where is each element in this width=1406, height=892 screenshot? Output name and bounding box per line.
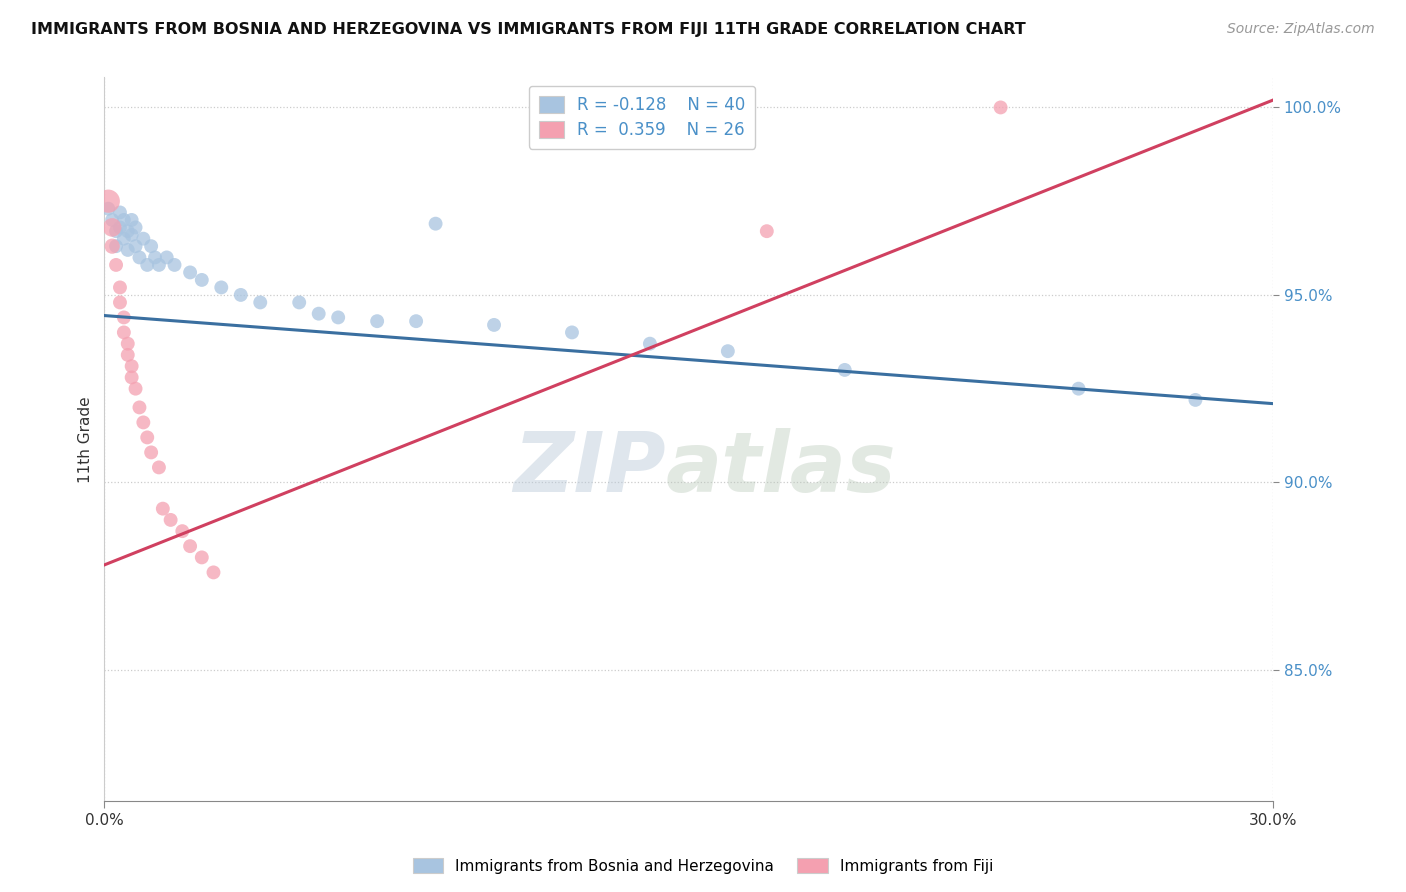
Point — [108, 295, 131, 310]
Point — [152, 501, 174, 516]
Point — [139, 445, 162, 459]
Point — [163, 258, 186, 272]
Point — [121, 370, 143, 384]
Point — [249, 295, 271, 310]
Point — [105, 239, 128, 253]
Point — [202, 566, 225, 580]
Point — [638, 336, 661, 351]
Point — [108, 205, 131, 219]
Text: atlas: atlas — [665, 428, 896, 508]
Point — [172, 524, 194, 538]
Point — [121, 359, 143, 374]
Legend: Immigrants from Bosnia and Herzegovina, Immigrants from Fiji: Immigrants from Bosnia and Herzegovina, … — [406, 852, 1000, 880]
Point — [121, 227, 143, 242]
Point — [229, 288, 252, 302]
Point — [112, 232, 135, 246]
Y-axis label: 11th Grade: 11th Grade — [79, 396, 93, 483]
Point — [717, 344, 740, 359]
Legend: R = -0.128    N = 40, R =  0.359    N = 26: R = -0.128 N = 40, R = 0.359 N = 26 — [529, 86, 755, 149]
Point — [108, 280, 131, 294]
Point — [482, 318, 505, 332]
Text: IMMIGRANTS FROM BOSNIA AND HERZEGOVINA VS IMMIGRANTS FROM FIJI 11TH GRADE CORREL: IMMIGRANTS FROM BOSNIA AND HERZEGOVINA V… — [31, 22, 1026, 37]
Point — [288, 295, 311, 310]
Point — [124, 220, 146, 235]
Point — [191, 550, 214, 565]
Point — [143, 251, 166, 265]
Point — [148, 460, 170, 475]
Point — [112, 326, 135, 340]
Point — [405, 314, 427, 328]
Point — [755, 224, 778, 238]
Point — [148, 258, 170, 272]
Point — [128, 251, 150, 265]
Point — [834, 363, 856, 377]
Point — [108, 220, 131, 235]
Point — [124, 239, 146, 253]
Point — [139, 239, 162, 253]
Point — [136, 258, 159, 272]
Point — [328, 310, 350, 325]
Point — [1067, 382, 1090, 396]
Point — [124, 382, 146, 396]
Text: ZIP: ZIP — [513, 428, 665, 508]
Point — [209, 280, 232, 294]
Point — [105, 224, 128, 238]
Point — [112, 310, 135, 325]
Point — [101, 220, 124, 235]
Point — [101, 213, 124, 227]
Point — [97, 202, 120, 216]
Point — [117, 224, 139, 238]
Text: Source: ZipAtlas.com: Source: ZipAtlas.com — [1227, 22, 1375, 37]
Point — [101, 239, 124, 253]
Point — [159, 513, 181, 527]
Point — [156, 251, 179, 265]
Point — [128, 401, 150, 415]
Point — [117, 348, 139, 362]
Point — [132, 232, 155, 246]
Point — [990, 100, 1012, 114]
Point — [117, 243, 139, 257]
Point — [112, 213, 135, 227]
Point — [117, 336, 139, 351]
Point — [179, 539, 201, 553]
Point — [191, 273, 214, 287]
Point — [121, 213, 143, 227]
Point — [105, 258, 128, 272]
Point — [97, 194, 120, 209]
Point — [132, 416, 155, 430]
Point — [308, 307, 330, 321]
Point — [366, 314, 388, 328]
Point — [1184, 392, 1206, 407]
Point — [136, 430, 159, 444]
Point — [179, 265, 201, 279]
Point — [425, 217, 447, 231]
Point — [561, 326, 583, 340]
